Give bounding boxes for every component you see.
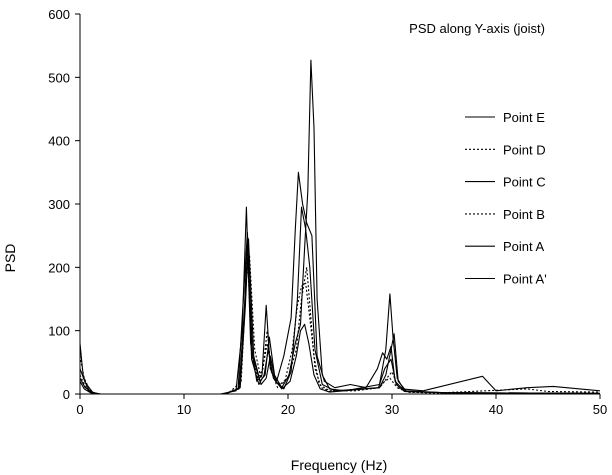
- chart-title: PSD along Y-axis (joist): [409, 21, 545, 36]
- x-tick-label: 30: [385, 402, 399, 417]
- y-tick-label: 400: [48, 134, 70, 149]
- x-tick-label: 50: [593, 402, 607, 417]
- legend-label: Point B: [503, 207, 545, 222]
- series-lines: [79, 59, 601, 395]
- series-line-2: [79, 247, 601, 395]
- y-axis-label: PSD: [2, 244, 18, 273]
- series-line-3: [79, 59, 601, 395]
- y-tick-label: 300: [48, 197, 70, 212]
- legend: Point E Point D Point C Point B Point A Point…: [465, 110, 547, 287]
- x-tick-label: 20: [281, 402, 295, 417]
- legend-label: Point A: [503, 239, 545, 254]
- y-tick-label: 500: [48, 70, 70, 85]
- x-tick-label: 0: [76, 402, 83, 417]
- x-tick-label: 40: [489, 402, 503, 417]
- y-axis-ticks: 0 100 200 300 400 500 600: [48, 7, 80, 402]
- y-tick-label: 600: [48, 7, 70, 22]
- series-line-6: [79, 235, 601, 395]
- x-axis-label: Frequency (Hz): [291, 457, 387, 473]
- y-tick-label: 100: [48, 324, 70, 339]
- plot-area: 0 100 200 300 400 500 600 0 10 20 30 40 50: [48, 7, 607, 417]
- x-axis-ticks: 0 10 20 30 40 50: [76, 394, 607, 417]
- y-tick-label: 0: [63, 387, 70, 402]
- x-tick-label: 10: [177, 402, 191, 417]
- legend-label: Point C: [503, 175, 546, 190]
- legend-label: Point A': [503, 272, 547, 287]
- legend-label: Point D: [503, 142, 546, 157]
- legend-label: Point E: [503, 110, 545, 125]
- series-line-5: [79, 206, 601, 395]
- y-tick-label: 200: [48, 260, 70, 275]
